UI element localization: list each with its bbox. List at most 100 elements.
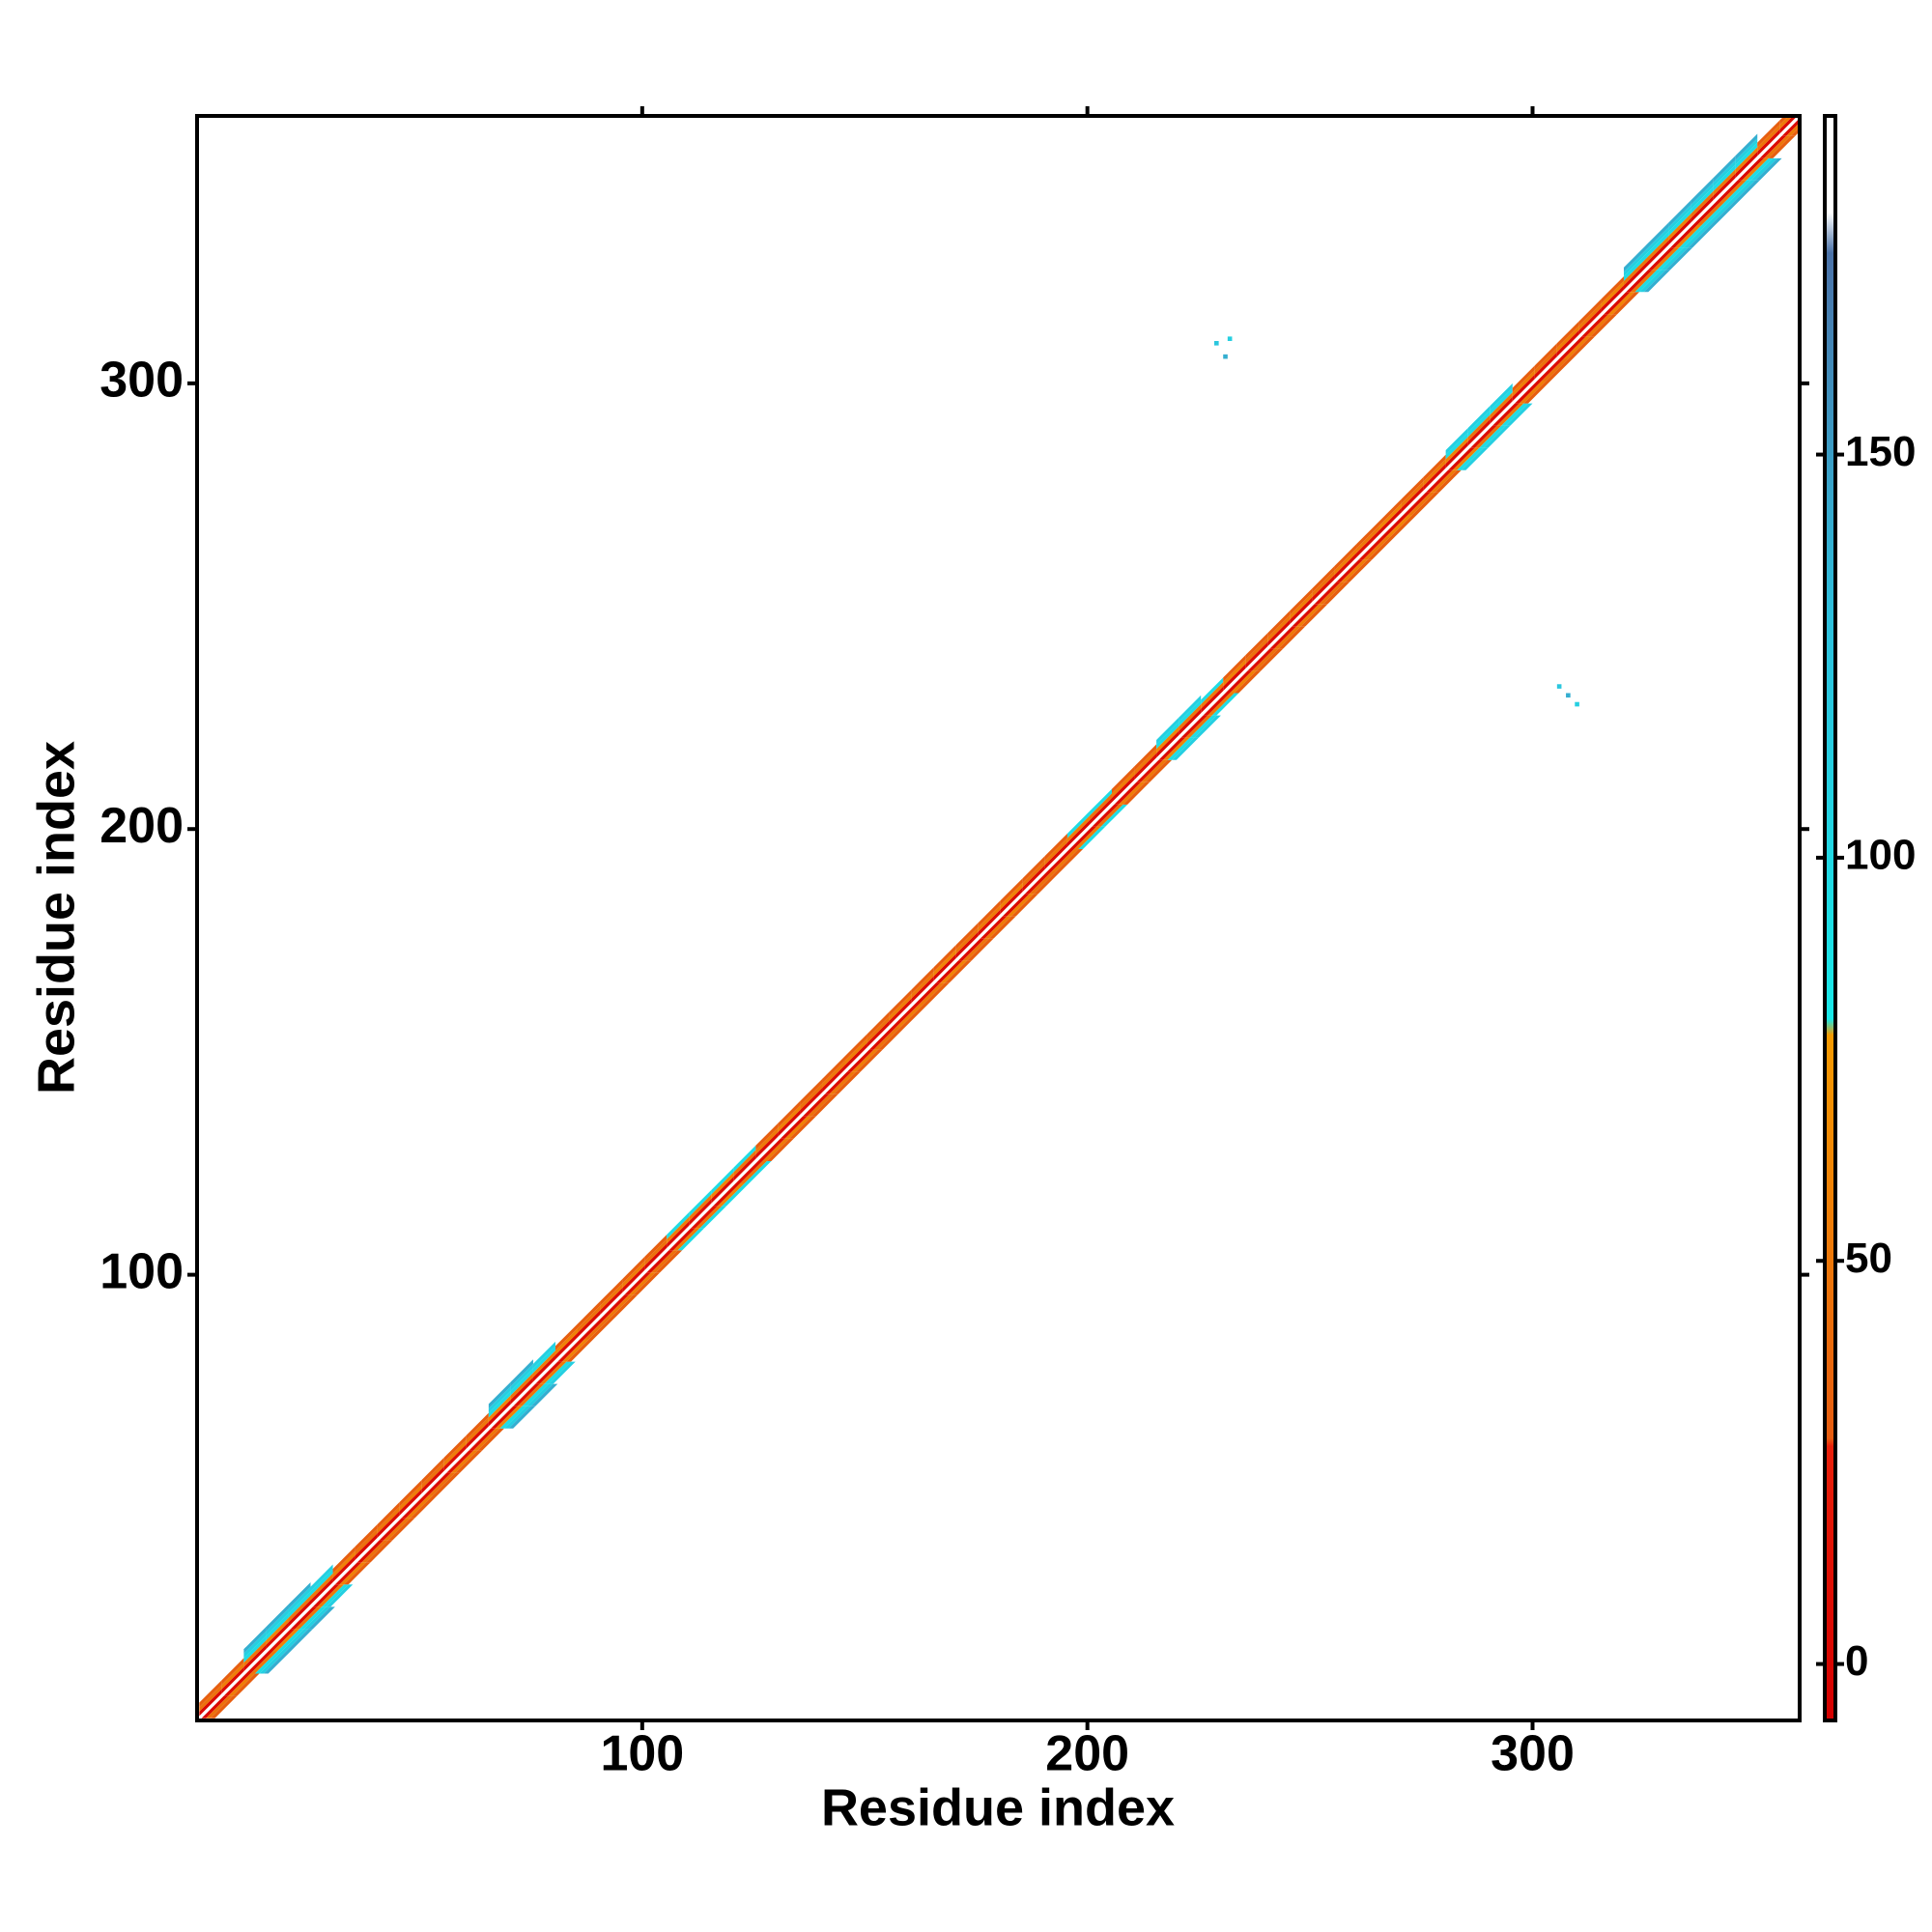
cell (1385, 514, 1413, 538)
cell (266, 1617, 289, 1645)
cell (1274, 626, 1301, 649)
cell (259, 1651, 287, 1674)
cell (281, 1629, 309, 1652)
cell (495, 1406, 523, 1429)
cell (1000, 887, 1023, 914)
cell (1559, 336, 1586, 359)
cell (1713, 160, 1736, 187)
cell (1089, 797, 1113, 825)
cell (1145, 759, 1173, 782)
cell (286, 1629, 313, 1652)
cell (1430, 469, 1458, 493)
contact-cell (1556, 684, 1562, 689)
cell (1066, 810, 1090, 838)
cell (933, 949, 956, 977)
cell (532, 1354, 555, 1382)
cell (1735, 142, 1758, 170)
cell (1247, 648, 1275, 671)
cell (602, 1294, 630, 1318)
colorbar-tick-label: 100 (1845, 832, 1916, 879)
cell (332, 1550, 355, 1578)
cell (766, 1138, 794, 1161)
cell (557, 1339, 584, 1362)
y-axis-title: Residue index (27, 741, 85, 1094)
cell (1445, 440, 1468, 469)
y-tick-label: 200 (99, 798, 184, 854)
cell (411, 1494, 438, 1519)
cell (344, 1562, 371, 1585)
cell (918, 982, 946, 1006)
cell (784, 1116, 811, 1139)
cell (1757, 128, 1780, 156)
cell (1479, 425, 1506, 448)
cell (1662, 247, 1689, 270)
cell (388, 1518, 415, 1541)
cell (689, 1189, 712, 1217)
cell (1156, 726, 1179, 753)
cell (549, 1361, 576, 1384)
cell (667, 1221, 690, 1248)
cell (288, 1595, 311, 1623)
cell (1630, 270, 1658, 293)
cell (1515, 381, 1542, 404)
cell (891, 1005, 919, 1028)
cell (1122, 781, 1151, 805)
x-tick-label: 300 (1491, 1726, 1575, 1782)
cell (711, 1177, 734, 1204)
cell (1156, 717, 1179, 745)
cell (911, 971, 934, 999)
cell (668, 1228, 696, 1251)
cell (1469, 425, 1497, 448)
cell (856, 1049, 883, 1072)
cell (757, 1138, 785, 1161)
cell (1179, 704, 1202, 731)
cell (911, 967, 934, 994)
cell (1290, 597, 1313, 624)
cell (1541, 358, 1569, 382)
cell (1401, 481, 1424, 509)
cell (1000, 882, 1023, 910)
cell (735, 1160, 763, 1184)
cell (1245, 633, 1268, 660)
cell (1746, 157, 1774, 181)
cell (517, 1383, 545, 1406)
cell (1690, 186, 1714, 214)
cell (1639, 270, 1666, 293)
cell (310, 1577, 333, 1605)
cell (958, 938, 985, 961)
cell (644, 1235, 668, 1262)
cell (1312, 566, 1335, 593)
cell (1363, 537, 1391, 560)
cell (1501, 403, 1528, 426)
cell (622, 1265, 645, 1293)
cell (199, 1680, 222, 1708)
cell (1732, 180, 1760, 203)
cell (1578, 298, 1602, 326)
cell (308, 1606, 335, 1630)
cell (978, 904, 1001, 932)
cell (1136, 759, 1164, 782)
cell (802, 1094, 830, 1117)
cell (1457, 447, 1484, 470)
cell (1723, 180, 1751, 203)
cell (1267, 619, 1291, 647)
cell (1490, 396, 1513, 424)
cell (554, 1327, 579, 1355)
cell (900, 1005, 927, 1028)
cell (1179, 699, 1202, 727)
cell (889, 989, 912, 1017)
cell (535, 1361, 562, 1384)
cell (600, 1288, 623, 1316)
cell (1044, 838, 1067, 866)
cell (868, 1027, 896, 1050)
cell (740, 1160, 767, 1184)
cell (466, 1412, 489, 1440)
cell (561, 1339, 589, 1362)
cell (711, 1172, 734, 1200)
cell (822, 1056, 845, 1084)
cell (1710, 202, 1738, 226)
cell (583, 1317, 611, 1340)
cell (1626, 270, 1653, 293)
cell (588, 1317, 616, 1340)
